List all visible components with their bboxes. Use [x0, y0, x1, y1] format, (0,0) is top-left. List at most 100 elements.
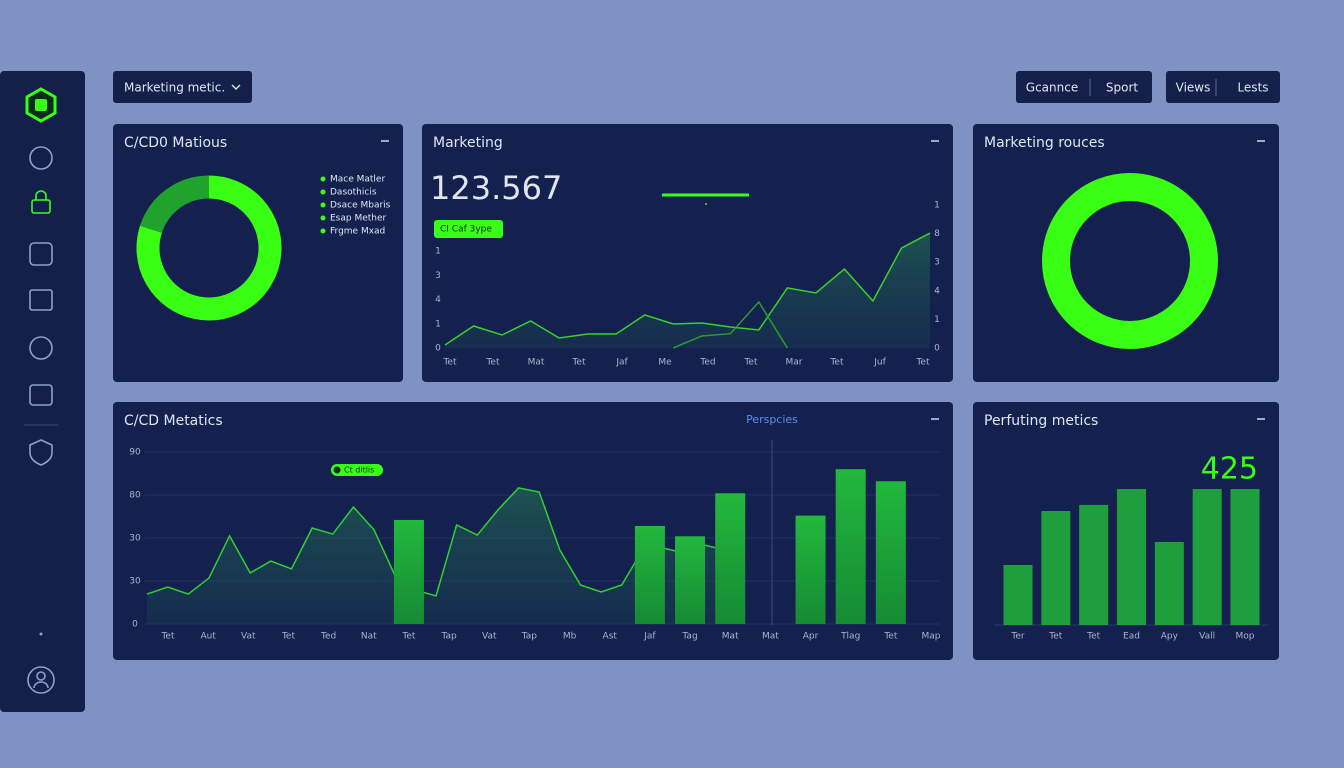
bar: [1154, 541, 1184, 625]
x-tick-label: Tet: [571, 358, 586, 368]
bar: [1079, 504, 1109, 625]
x-tick-label: Mar: [786, 358, 803, 368]
dropdown-label: Marketing metic.: [124, 81, 225, 95]
sidebar: [0, 71, 85, 712]
x-tick-label: Tet: [1086, 632, 1101, 642]
y-tick-label: 3: [435, 271, 441, 281]
legend-dot: [320, 202, 326, 208]
x-tick-label: Mat: [722, 632, 739, 642]
nav-icon[interactable]: [29, 289, 53, 311]
y2-tick-label: 4: [934, 286, 940, 296]
y-tick-label: 0: [132, 620, 138, 630]
nav-icon[interactable]: [29, 242, 53, 266]
x-tick-label: Tet: [160, 632, 175, 642]
badge-label: CI Caf 3ype: [440, 225, 492, 235]
x-tick-label: Jaf: [615, 358, 628, 368]
line-area: [147, 487, 725, 624]
line: [672, 300, 788, 349]
dropdown[interactable]: [113, 71, 252, 103]
legend-label: Dasothicis: [330, 188, 377, 198]
legend-dot: [320, 189, 326, 195]
user-avatar-head: [36, 671, 46, 681]
x-tick-label: Aut: [200, 632, 216, 642]
bar: [715, 493, 746, 624]
bar: [1041, 510, 1071, 625]
donut-segment: [140, 175, 210, 234]
ring-segment: [1042, 173, 1218, 349]
logo-mark: [35, 99, 47, 111]
bar: [835, 469, 866, 624]
x-tick-label: Tet: [281, 632, 296, 642]
x-tick-label: Ead: [1123, 632, 1140, 642]
button[interactable]: Sport: [1106, 81, 1139, 95]
nav-icon[interactable]: [29, 439, 53, 466]
x-tick-label: Tet: [442, 358, 457, 368]
bar: [393, 519, 424, 624]
toolbar: Marketing metic. Gcannce Sport Views Les…: [113, 71, 1280, 103]
badge[interactable]: [331, 464, 383, 476]
y-tick-label: 80: [129, 491, 141, 501]
badge-label: Ct ditlis: [344, 466, 374, 475]
y-tick-label: 90: [129, 448, 141, 458]
kpi-value: 123.567: [430, 169, 562, 207]
x-tick-label: Tet: [829, 358, 844, 368]
badge[interactable]: [434, 220, 503, 238]
bar: [634, 525, 665, 624]
legend-dot: [320, 228, 326, 234]
x-tick-label: Nat: [361, 632, 377, 642]
x-tick-label: Map: [922, 632, 941, 642]
x-tick-label: Ast: [603, 632, 618, 642]
button-group: [1016, 71, 1152, 103]
button[interactable]: Views: [1176, 81, 1211, 95]
y2-tick-label: 1: [934, 201, 940, 211]
y-tick-label: 1: [435, 319, 441, 329]
panel-title: C/CD Metatics: [124, 413, 223, 429]
x-tick-label: Ted: [320, 632, 336, 642]
x-tick-label: Vat: [241, 632, 256, 642]
nav-icon[interactable]: [29, 146, 53, 170]
user-avatar-body: [33, 681, 49, 689]
x-tick-label: Vall: [1199, 632, 1215, 642]
x-tick-label: Apy: [1161, 632, 1179, 642]
legend-label: Esap Mether: [330, 214, 387, 224]
x-tick-label: Vat: [482, 632, 497, 642]
x-tick-label: Tap: [440, 632, 457, 642]
x-tick-label: Tet: [401, 632, 416, 642]
x-tick-label: Mat: [528, 358, 545, 368]
badge-dot: [333, 466, 341, 474]
kpi-value: 425: [1201, 452, 1258, 487]
x-tick-label: Ted: [699, 358, 715, 368]
donut-segment: [136, 175, 282, 321]
bar: [795, 515, 826, 624]
line: [146, 487, 726, 597]
x-tick-label: Tet: [485, 358, 500, 368]
bar: [1230, 489, 1260, 625]
y-tick-label: 0: [435, 344, 441, 354]
y-tick-label: 30: [129, 534, 141, 544]
button[interactable]: Gcannce: [1026, 81, 1078, 95]
x-tick-label: Tet: [915, 358, 930, 368]
y-tick-label: 30: [129, 577, 141, 587]
legend-dot: [320, 215, 326, 221]
x-tick-label: Apr: [803, 632, 819, 642]
indicator-dot: [705, 203, 707, 205]
y2-tick-label: 1: [934, 315, 940, 325]
x-tick-label: Ter: [1010, 632, 1025, 642]
x-tick-label: Tet: [1048, 632, 1063, 642]
bar: [1192, 489, 1222, 625]
line-area: [445, 233, 930, 348]
x-tick-label: Tet: [743, 358, 758, 368]
x-tick-label: Tet: [883, 632, 898, 642]
nav-icon[interactable]: [29, 336, 53, 360]
panel-title: Marketing rouces: [984, 135, 1105, 151]
x-tick-label: Juf: [873, 358, 886, 368]
user-avatar[interactable]: [27, 666, 55, 694]
nav-icon[interactable]: [31, 199, 51, 214]
panel-title: Marketing: [433, 135, 503, 151]
x-tick-label: Mat: [762, 632, 779, 642]
button[interactable]: Lests: [1237, 81, 1268, 95]
legend-label: Dsace Mbaris: [330, 201, 391, 211]
legend-label: Frgme Mxad: [330, 227, 385, 237]
nav-icon[interactable]: [29, 384, 53, 406]
